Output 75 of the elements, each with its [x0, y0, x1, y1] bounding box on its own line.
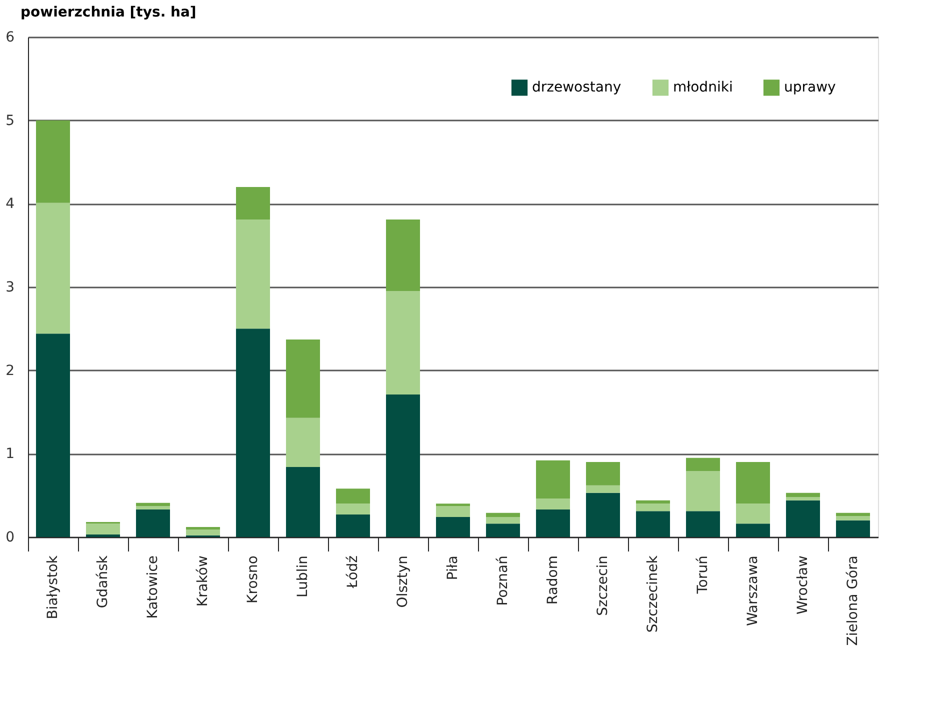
bar [136, 506, 170, 510]
legend-label: drzewostany [532, 80, 622, 96]
y-tick-label: 4 [6, 196, 15, 212]
x-tick-label: Wrocław [795, 556, 811, 614]
bar [636, 500, 670, 504]
bar [536, 460, 570, 499]
x-tick-label: Szczecinek [645, 554, 661, 633]
x-tick-label: Szczecin [595, 556, 611, 616]
bar [586, 462, 620, 486]
x-tick-label: Piła [445, 556, 461, 580]
bar [836, 520, 870, 537]
y-tick-label: 0 [6, 530, 14, 546]
legend-label: młodniki [673, 80, 733, 96]
bar [536, 510, 570, 537]
y-tick-label: 1 [6, 446, 14, 462]
y-tick-label: 3 [6, 280, 14, 296]
bar [486, 524, 520, 537]
x-tick-label: Białystok [45, 554, 61, 620]
x-tick-label: Zielona Góra [845, 556, 861, 646]
bar [336, 488, 370, 504]
bar [186, 530, 220, 536]
bar [86, 524, 120, 534]
y-tick-label: 6 [6, 30, 15, 46]
bar [386, 291, 420, 394]
bar [286, 418, 320, 467]
legend-label: uprawy [784, 80, 836, 96]
x-tick-label: Łódź [345, 556, 361, 590]
y-tick-label: 2 [6, 362, 14, 379]
bar [386, 394, 420, 537]
x-tick-label: Toruń [695, 556, 711, 595]
bar [436, 506, 470, 517]
bar [236, 328, 270, 537]
x-tick-label: Olsztyn [395, 556, 411, 608]
bar [686, 511, 720, 537]
x-tick-label: Radom [545, 556, 561, 605]
bar [336, 514, 370, 537]
bar [636, 504, 670, 512]
bar [736, 504, 770, 524]
bar [136, 510, 170, 537]
bar [436, 504, 470, 506]
bar [136, 502, 170, 506]
bar [286, 340, 320, 418]
y-axis-title: powierzchnia [tys. ha] [20, 4, 196, 20]
bar [586, 485, 620, 493]
bar [236, 187, 270, 220]
bar [536, 498, 570, 510]
bar [486, 512, 520, 517]
x-tick-label: Katowice [145, 556, 161, 619]
x-tick-label: Warszawa [745, 556, 761, 626]
bar [836, 512, 870, 516]
bar [836, 516, 870, 520]
bar [786, 500, 820, 537]
y-tick-label: 5 [6, 112, 14, 129]
bar [486, 517, 520, 524]
bar [286, 467, 320, 537]
bar [36, 334, 70, 537]
bar [436, 517, 470, 537]
x-tick-label: Kraków [195, 556, 211, 607]
bar [786, 492, 820, 497]
bar [586, 492, 620, 537]
bar [736, 462, 770, 504]
bar [786, 497, 820, 500]
bar [36, 120, 70, 203]
bar [736, 524, 770, 537]
bar [236, 220, 270, 329]
x-tick-label: Poznań [495, 556, 511, 606]
bar [36, 202, 70, 334]
bar [336, 504, 370, 514]
bar [686, 471, 720, 512]
x-tick-label: Krosno [245, 556, 261, 604]
bar [386, 220, 420, 292]
x-tick-label: Lublin [295, 556, 311, 598]
bar [636, 511, 670, 537]
bar [686, 458, 720, 472]
x-tick-label: Gdańsk [95, 554, 111, 608]
